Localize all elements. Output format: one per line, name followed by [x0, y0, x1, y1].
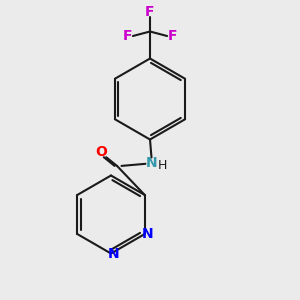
Text: H: H: [158, 159, 168, 172]
Text: N: N: [141, 227, 153, 241]
Text: N: N: [108, 247, 119, 260]
Text: O: O: [95, 146, 107, 159]
Text: F: F: [123, 29, 132, 43]
Text: F: F: [168, 29, 177, 43]
Text: F: F: [145, 5, 155, 19]
Text: N: N: [146, 156, 157, 170]
